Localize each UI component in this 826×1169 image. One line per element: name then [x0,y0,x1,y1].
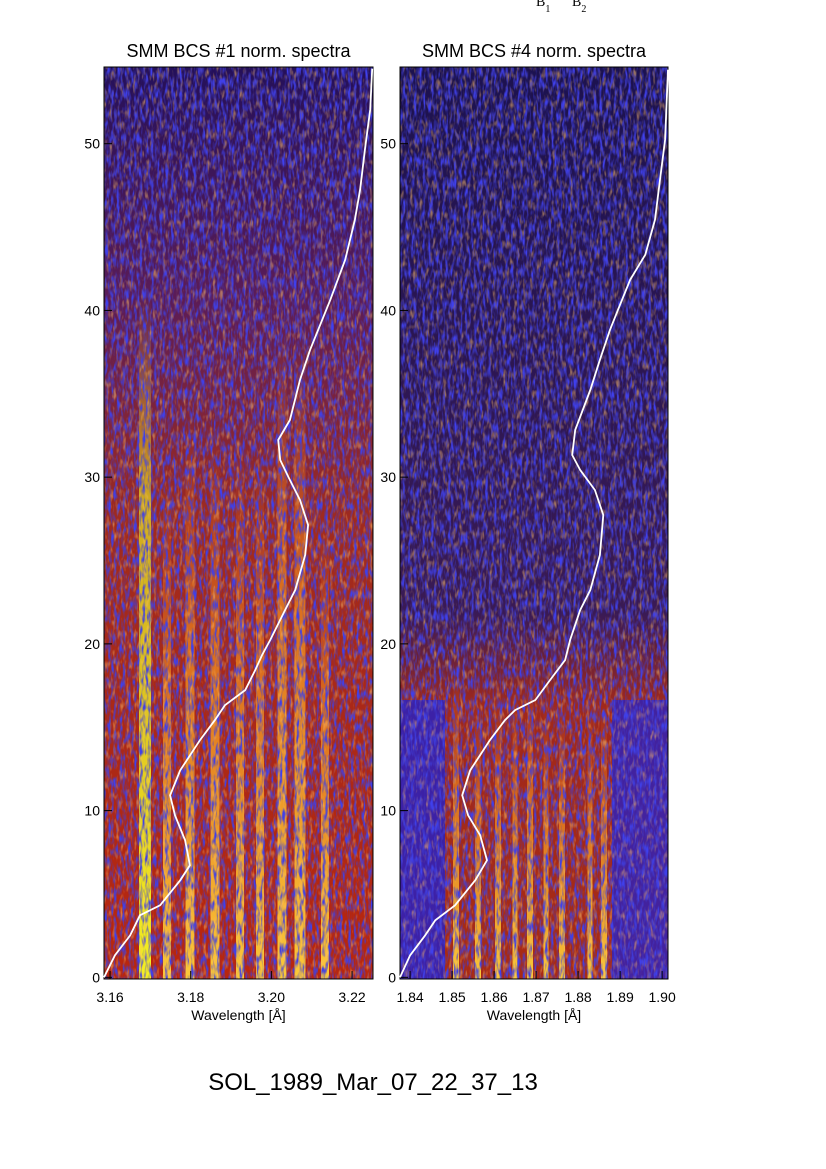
light-curve [399,69,669,978]
heatmap-image [104,67,373,979]
y-tick-label: 20 [84,636,100,652]
noise [400,67,668,979]
x-axis-label: Wavelength [Å] [191,1007,285,1023]
chart-title: SMM BCS #1 norm. spectra [126,41,351,61]
top-label: B1 [536,0,550,15]
top-label-base: B [536,0,545,10]
x-tick-label: 1.88 [564,989,591,1005]
x-tick-label: 1.89 [606,989,633,1005]
chart-title: SMM BCS #4 norm. spectra [422,41,647,61]
y-tick-label: 0 [388,969,396,985]
x-tick-label: 1.86 [480,989,507,1005]
y-tick-label: 20 [380,636,396,652]
x-tick-label: 1.90 [648,989,675,1005]
x-tick-label: 3.18 [177,989,204,1005]
x-tick-label: 3.22 [338,989,365,1005]
y-tick-label: 50 [84,136,100,152]
x-tick-label: 1.87 [522,989,549,1005]
x-tick-label: 3.16 [96,989,123,1005]
x-tick-label: 1.84 [396,989,423,1005]
top-label: B2 [572,0,586,15]
heatmap-image [400,67,668,979]
x-tick-label: 3.20 [258,989,285,1005]
heatmap [400,67,668,979]
y-tick-label: 10 [84,803,100,819]
footer: SOL_1989_Mar_07_22_37_13 [208,1069,538,1096]
y-tick-label: 30 [380,469,396,485]
heatmap [104,67,373,979]
frame [399,66,669,980]
light-curve [103,68,374,978]
y-tick-label: 10 [380,803,396,819]
noise [104,67,373,979]
top-label-sub: 1 [545,4,550,15]
top-label-base: B [572,0,581,10]
x-axis-label: Wavelength [Å] [487,1007,581,1023]
y-tick-label: 0 [92,969,100,985]
frame [103,66,374,980]
y-tick-label: 40 [84,302,100,318]
y-tick-label: 30 [84,469,100,485]
y-tick-label: 40 [380,302,396,318]
top-label-sub: 2 [581,4,586,15]
y-tick-label: 50 [380,136,396,152]
x-tick-label: 1.85 [438,989,465,1005]
